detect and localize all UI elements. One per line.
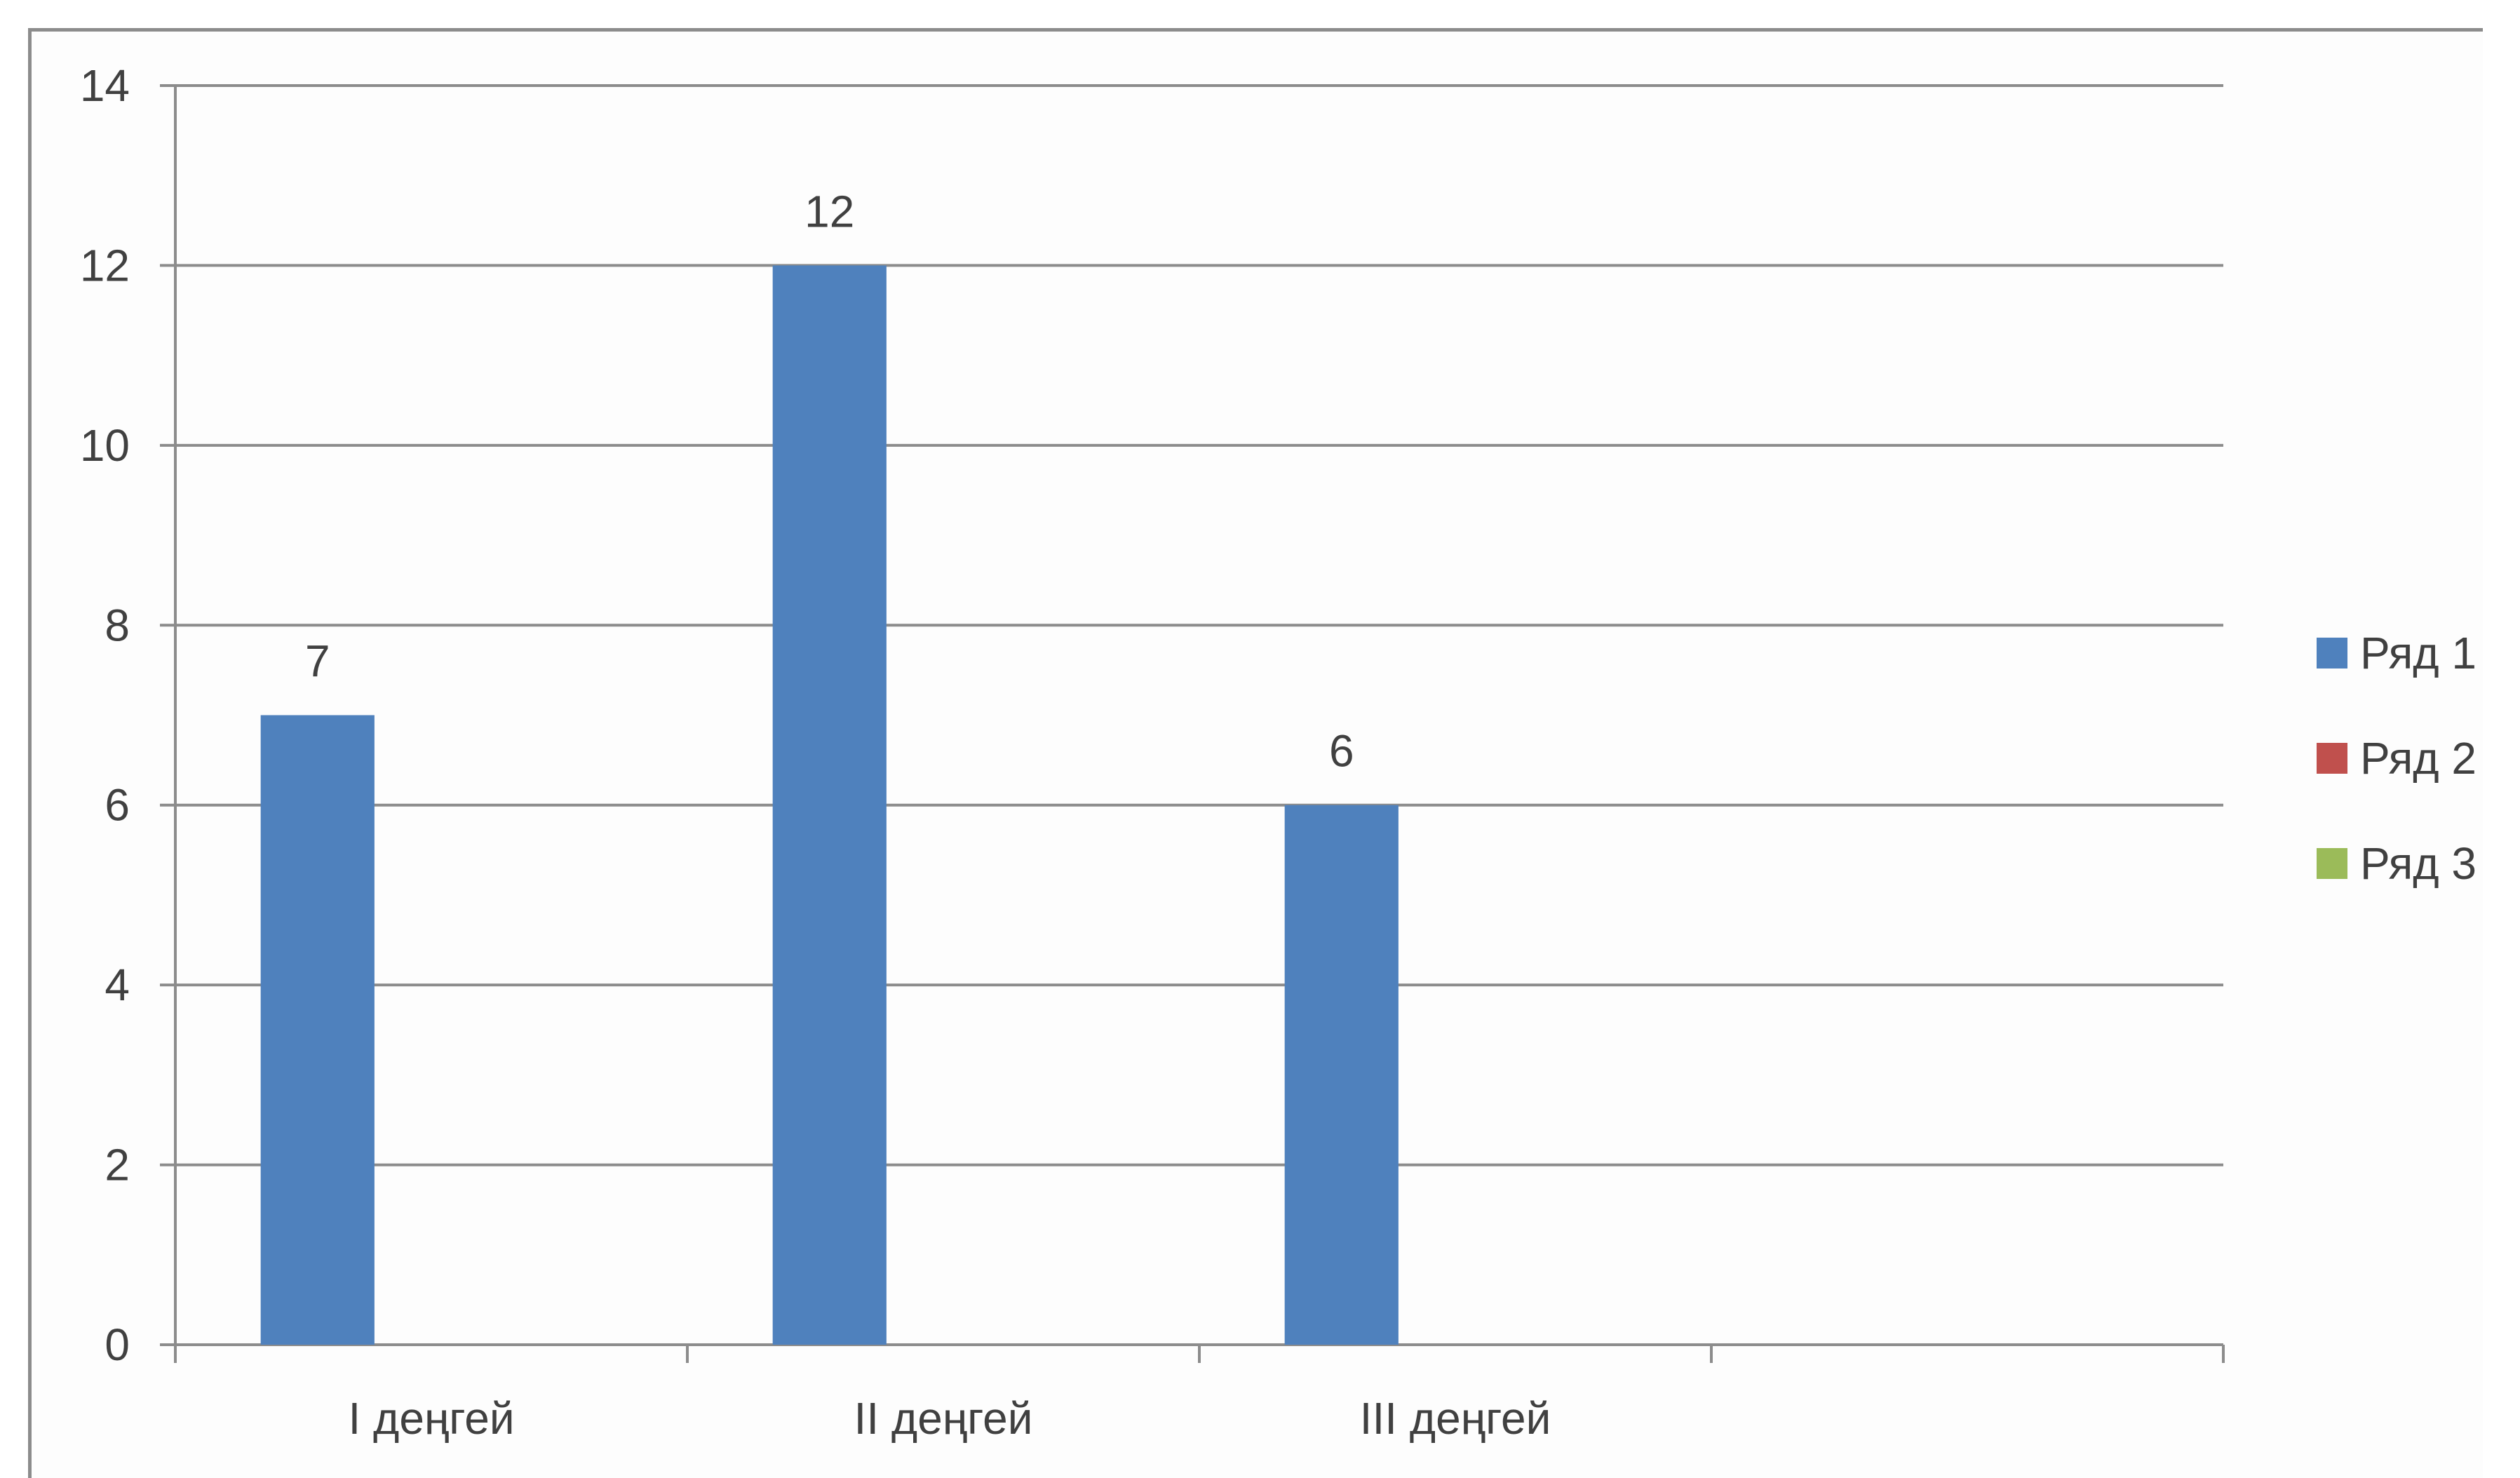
x-category-label: III деңгей xyxy=(1360,1393,1551,1444)
gridlines xyxy=(175,84,2223,1167)
legend: Ряд 1 Ряд 2 Ряд 3 xyxy=(2317,628,2477,889)
y-tick-label: 8 xyxy=(105,600,130,650)
legend-label: Ряд 2 xyxy=(2360,733,2477,784)
y-tick-label: 12 xyxy=(80,240,130,290)
y-tick-label: 10 xyxy=(80,420,130,471)
x-category-label: I деңгей xyxy=(348,1393,514,1444)
data-label: 7 xyxy=(305,636,330,687)
legend-label: Ряд 3 xyxy=(2360,838,2477,889)
y-tick-label: 0 xyxy=(105,1319,130,1370)
bar xyxy=(260,715,375,1345)
legend-swatch xyxy=(2317,743,2347,774)
y-tick-label: 4 xyxy=(105,960,130,1010)
labels: 0 2 4 6 8 10 12 14 I деңгей II деңгей III деңгей 7 1… xyxy=(80,60,1551,1444)
x-category-label: II деңгей xyxy=(854,1393,1033,1444)
bars xyxy=(260,265,1399,1345)
data-label: 12 xyxy=(804,186,854,236)
legend-label: Ряд 1 xyxy=(2360,628,2477,678)
y-tick-label: 14 xyxy=(80,60,130,111)
bar xyxy=(772,265,887,1345)
bar xyxy=(1284,805,1399,1345)
data-label: 6 xyxy=(1329,726,1354,777)
chart-frame xyxy=(28,28,2483,1478)
legend-swatch xyxy=(2317,638,2347,669)
y-tick-label: 2 xyxy=(105,1140,130,1190)
legend-swatch xyxy=(2317,848,2347,879)
axes xyxy=(160,84,2225,1363)
y-tick-label: 6 xyxy=(105,780,130,831)
